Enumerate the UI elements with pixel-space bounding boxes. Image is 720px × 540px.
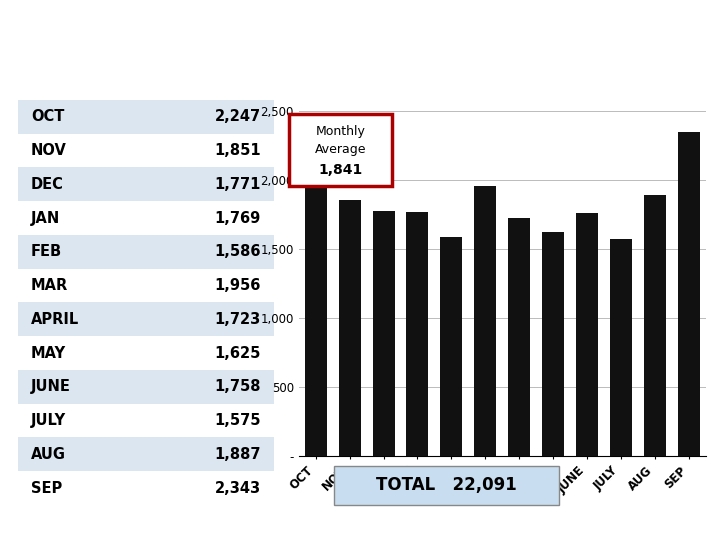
Text: NOV: NOV [31, 143, 67, 158]
Bar [406, 212, 428, 456]
Bar [18, 100, 274, 134]
Bar [508, 218, 530, 456]
Bar [305, 146, 327, 456]
Bar [678, 132, 700, 456]
Text: FEB: FEB [31, 244, 62, 259]
Bar [18, 302, 274, 336]
Text: 2,343: 2,343 [215, 481, 261, 496]
Bar [610, 239, 632, 456]
Text: 1,575: 1,575 [215, 413, 261, 428]
FancyBboxPatch shape [289, 114, 392, 186]
Text: MAR: MAR [31, 278, 68, 293]
Text: 1,771: 1,771 [215, 177, 261, 192]
Bar [542, 232, 564, 456]
Bar [18, 134, 274, 167]
Text: JUNE: JUNE [31, 379, 71, 394]
Bar [441, 237, 462, 456]
Text: FY16 CDRs: FY16 CDRs [316, 36, 519, 69]
Bar [18, 404, 274, 437]
Text: 1,723: 1,723 [215, 312, 261, 327]
Text: TOTAL   22,091: TOTAL 22,091 [376, 476, 517, 494]
Text: Average: Average [315, 143, 366, 157]
Text: SEP: SEP [31, 481, 62, 496]
Text: JULY: JULY [31, 413, 66, 428]
Text: AUG: AUG [31, 447, 66, 462]
Text: OCT: OCT [31, 109, 64, 124]
Bar [576, 213, 598, 456]
Text: 1,851: 1,851 [214, 143, 261, 158]
Text: 1,956: 1,956 [215, 278, 261, 293]
Text: 1,625: 1,625 [215, 346, 261, 361]
Bar [18, 471, 274, 505]
Text: JAN: JAN [31, 211, 60, 226]
Bar [644, 195, 666, 456]
Bar [18, 437, 274, 471]
Bar [18, 269, 274, 302]
Text: 1,841: 1,841 [318, 163, 362, 177]
Text: DEC: DEC [31, 177, 63, 192]
FancyBboxPatch shape [333, 465, 559, 505]
Bar [338, 200, 361, 456]
Text: 1,769: 1,769 [215, 211, 261, 226]
Bar [18, 336, 274, 370]
Text: 1,586: 1,586 [215, 244, 261, 259]
Text: Monthly: Monthly [315, 125, 365, 138]
Text: APRIL: APRIL [31, 312, 79, 327]
Text: 2,247: 2,247 [215, 109, 261, 124]
Bar [474, 186, 496, 456]
Bar [18, 167, 274, 201]
Bar [372, 212, 395, 456]
Bar [18, 235, 274, 269]
Bar [18, 201, 274, 235]
Text: 1,758: 1,758 [215, 379, 261, 394]
Text: MAY: MAY [31, 346, 66, 361]
Bar [18, 370, 274, 403]
Text: 1,887: 1,887 [215, 447, 261, 462]
